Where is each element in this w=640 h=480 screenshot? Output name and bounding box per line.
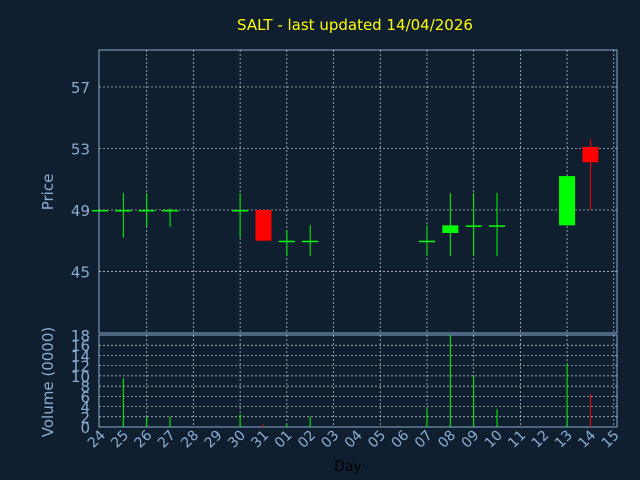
x-tick-label: 04 bbox=[342, 427, 366, 451]
x-tick-label: 26 bbox=[132, 427, 156, 451]
volume-panel-frame bbox=[98, 334, 618, 428]
candle-body bbox=[232, 209, 249, 212]
chart-title: SALT - last updated 14/04/2026 bbox=[237, 16, 473, 34]
volume-tick-label: 8 bbox=[80, 378, 90, 396]
price-tick-label: 53 bbox=[71, 140, 90, 158]
x-tick-label: 08 bbox=[435, 428, 459, 452]
x-tick-label: 01 bbox=[272, 428, 296, 452]
x-tick-label: 14 bbox=[575, 427, 599, 451]
volume-tick-label: 6 bbox=[80, 388, 90, 406]
candle-body bbox=[92, 209, 108, 212]
candle-body bbox=[582, 146, 599, 163]
volume-tick-label: 16 bbox=[71, 337, 90, 355]
candle-body bbox=[442, 225, 459, 234]
price-panel-frame bbox=[98, 49, 618, 334]
volume-tick-label: 10 bbox=[71, 368, 90, 386]
x-tick-label: 27 bbox=[155, 428, 179, 452]
x-tick-label: 07 bbox=[412, 428, 436, 452]
x-tick-label: 12 bbox=[529, 428, 553, 452]
volume-tick-label: 4 bbox=[80, 399, 90, 417]
price-axis-label: Price bbox=[39, 174, 57, 211]
price-tick-label: 49 bbox=[71, 202, 90, 220]
x-tick-label: 10 bbox=[482, 428, 506, 452]
x-tick-label: 13 bbox=[552, 428, 576, 452]
candle-body bbox=[489, 225, 506, 227]
x-tick-label: 29 bbox=[202, 428, 226, 452]
candle-body bbox=[559, 176, 576, 226]
x-tick-label: 02 bbox=[295, 428, 319, 452]
x-axis-label: Day bbox=[334, 459, 362, 475]
candle-body bbox=[278, 240, 295, 243]
candle-body bbox=[138, 209, 155, 212]
candle-body bbox=[255, 209, 272, 241]
x-tick-label: 15 bbox=[599, 428, 623, 452]
x-tick-label: 03 bbox=[318, 428, 342, 452]
x-tick-label: 28 bbox=[178, 428, 202, 452]
volume-tick-label: 14 bbox=[71, 347, 90, 365]
x-tick-label: 06 bbox=[389, 427, 413, 451]
volume-tick-label: 12 bbox=[71, 358, 90, 376]
price-tick-label: 57 bbox=[71, 79, 90, 97]
candle-body bbox=[302, 240, 319, 243]
x-tick-label: 31 bbox=[248, 428, 272, 452]
x-tick-label: 11 bbox=[505, 428, 529, 452]
volume-axis-label: Volume (0000) bbox=[39, 327, 57, 437]
x-tick-label: 09 bbox=[459, 428, 483, 452]
candle-body bbox=[418, 240, 435, 243]
volume-tick-label: 18 bbox=[71, 327, 90, 345]
candle-body bbox=[162, 209, 179, 212]
x-tick-label: 25 bbox=[108, 428, 132, 452]
x-tick-label: 30 bbox=[225, 428, 249, 452]
candle-body bbox=[465, 225, 482, 227]
volume-tick-label: 2 bbox=[80, 409, 90, 427]
price-tick-label: 45 bbox=[71, 263, 90, 281]
candle-body bbox=[115, 209, 132, 212]
x-tick-label: 05 bbox=[365, 428, 389, 452]
volume-tick-label: 0 bbox=[80, 419, 90, 437]
